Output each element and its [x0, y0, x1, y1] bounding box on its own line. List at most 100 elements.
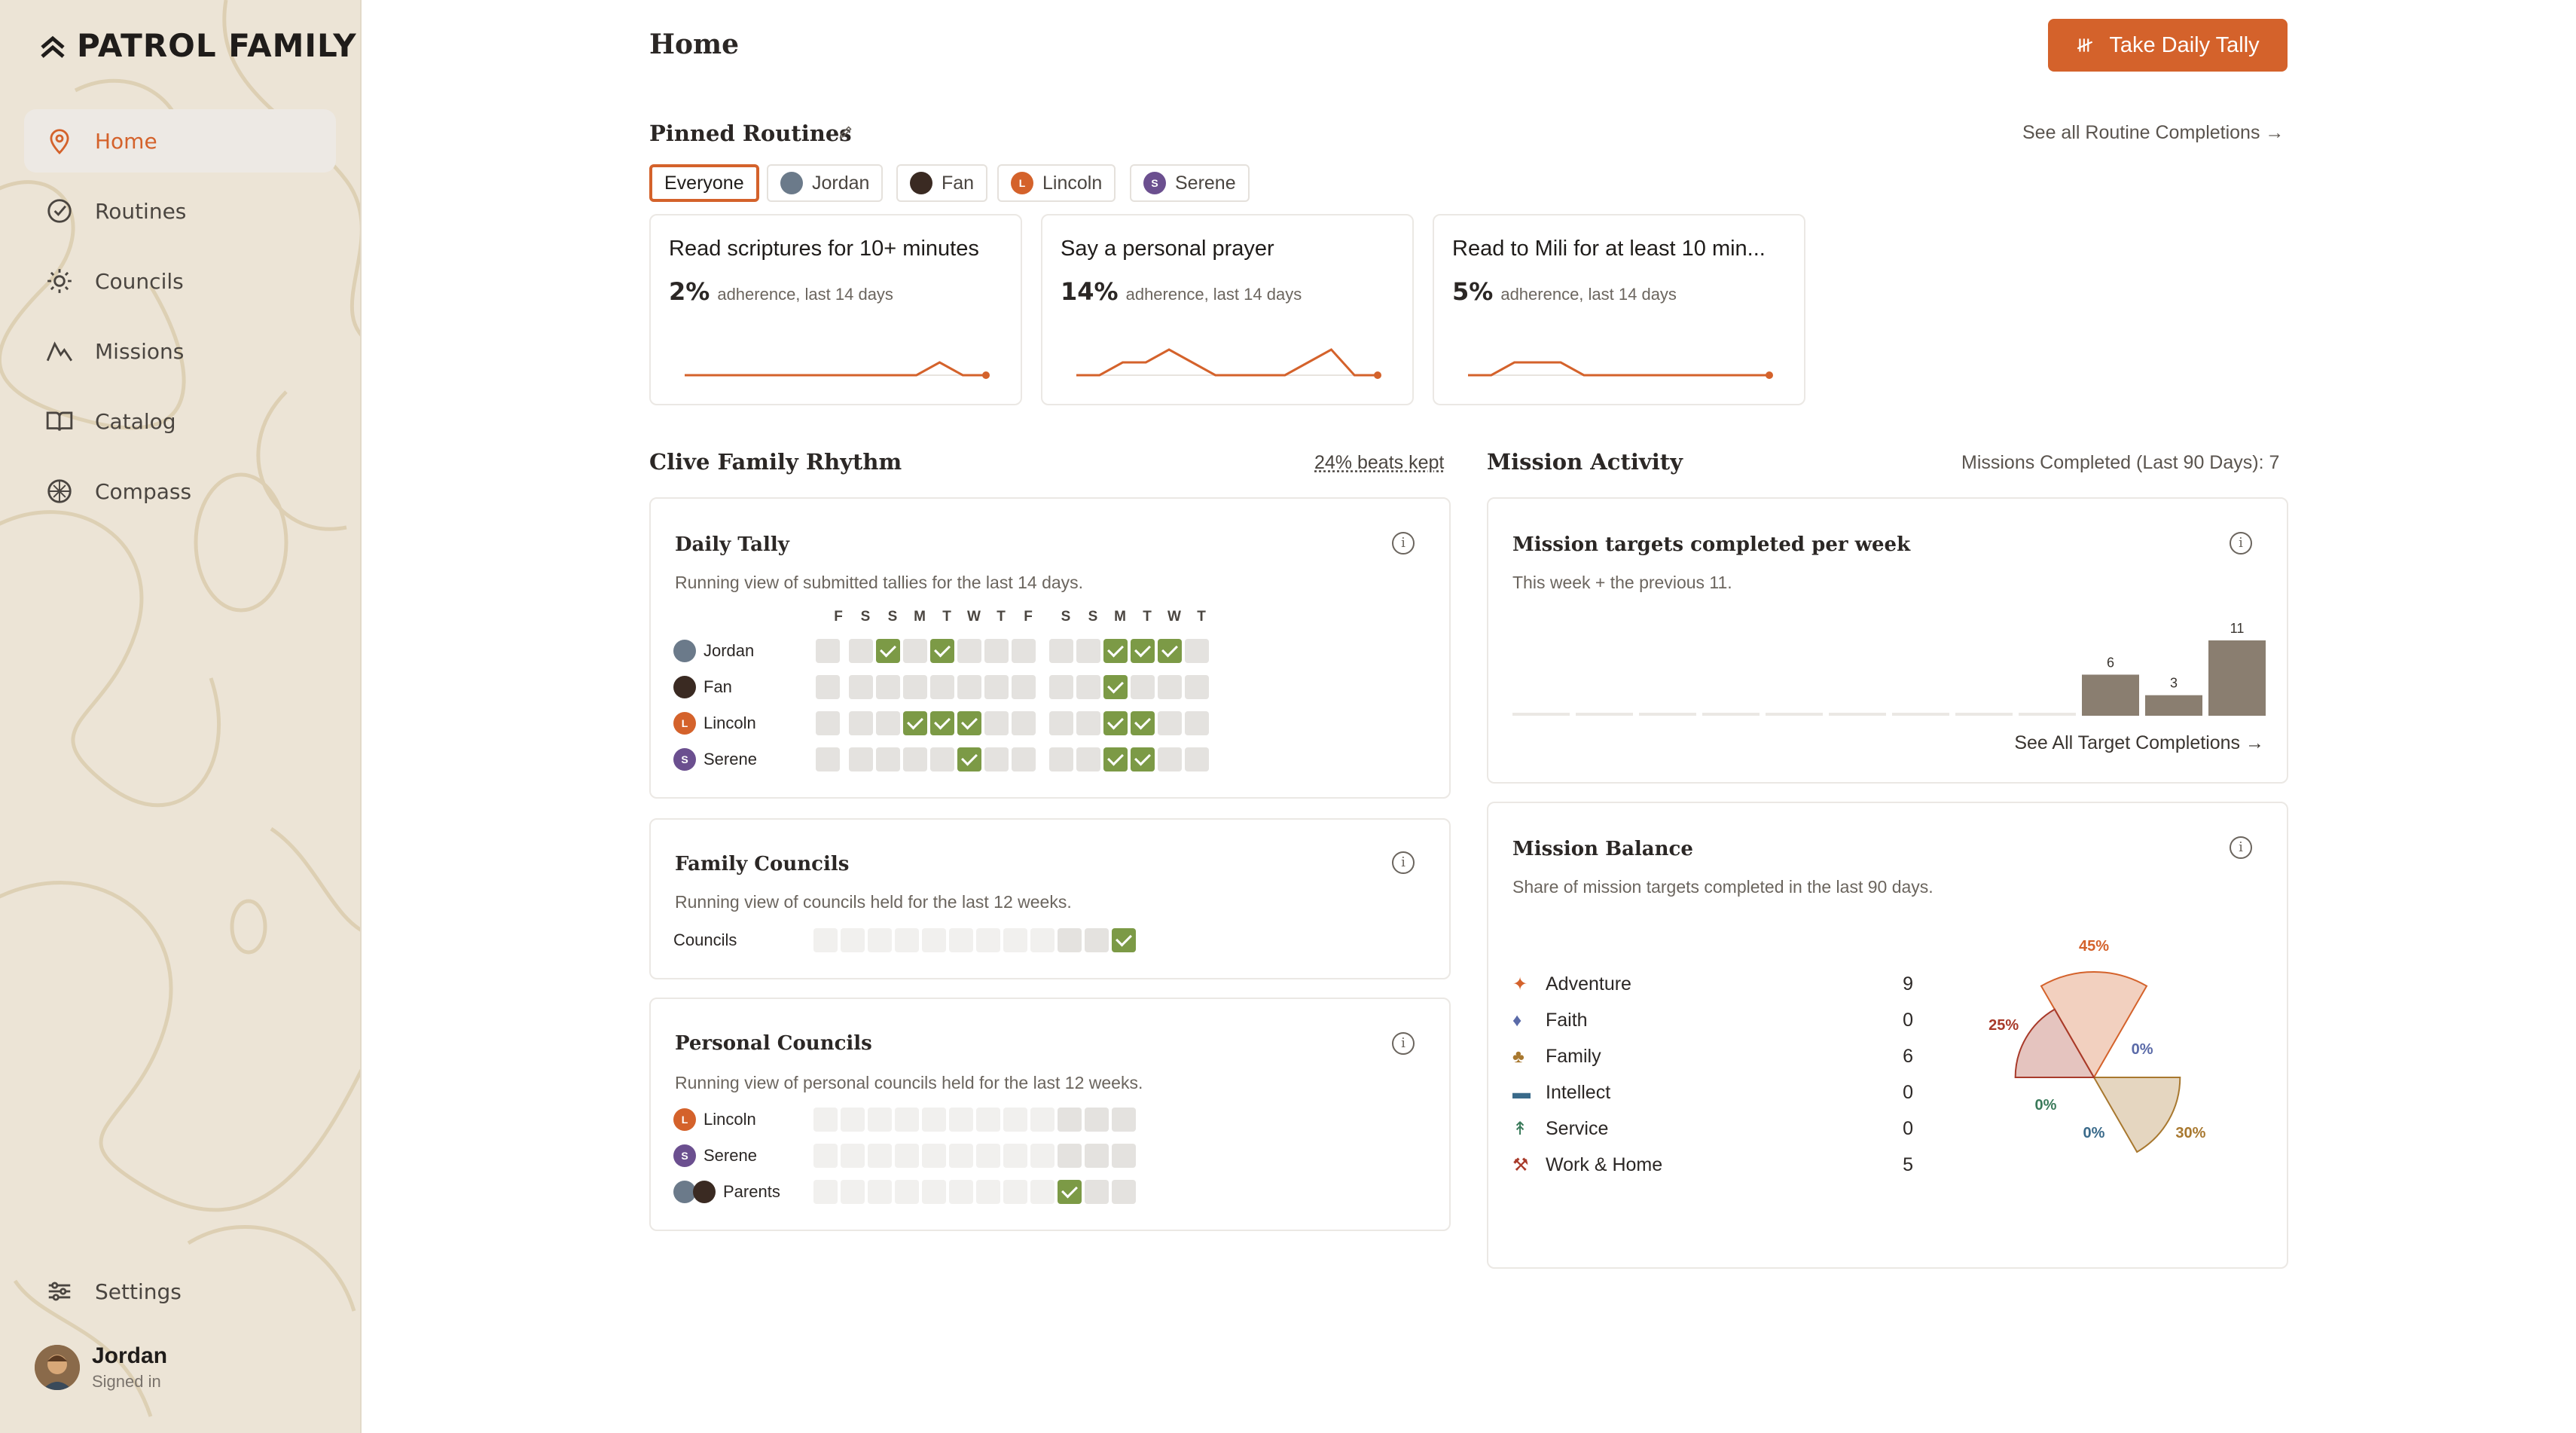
council-cell[interactable] — [841, 1180, 865, 1204]
tally-cell[interactable] — [1131, 675, 1155, 699]
nav-item-routines[interactable]: Routines — [24, 179, 336, 243]
council-cell[interactable] — [1085, 1180, 1109, 1204]
bar[interactable] — [2082, 674, 2139, 716]
council-cell[interactable] — [1030, 1144, 1055, 1168]
council-cell[interactable] — [1058, 928, 1082, 952]
tally-cell[interactable] — [1076, 747, 1100, 771]
tally-cell[interactable] — [1103, 675, 1128, 699]
council-cell[interactable] — [1112, 1144, 1136, 1168]
tally-cell[interactable] — [1131, 639, 1155, 663]
routine-card[interactable]: Read to Mili for at least 10 min... 5% ad… — [1433, 214, 1805, 405]
tally-cell[interactable] — [876, 747, 900, 771]
council-cell[interactable] — [868, 1180, 892, 1204]
filter-chip-lincoln[interactable]: L Lincoln — [997, 164, 1116, 202]
council-cell[interactable] — [813, 1108, 838, 1132]
tally-cell[interactable] — [1185, 747, 1209, 771]
user-profile[interactable]: Jordan Signed in — [35, 1343, 167, 1392]
tally-cell[interactable] — [1049, 711, 1073, 735]
tally-cell[interactable] — [849, 675, 873, 699]
council-cell[interactable] — [949, 1144, 973, 1168]
council-cell[interactable] — [949, 1180, 973, 1204]
tally-cell[interactable] — [1131, 711, 1155, 735]
nav-item-councils[interactable]: Councils — [24, 249, 336, 313]
tally-cell[interactable] — [1185, 675, 1209, 699]
nav-item-compass[interactable]: Compass — [24, 460, 336, 523]
council-cell[interactable] — [949, 1108, 973, 1132]
brand-logo[interactable]: PATROL FAMILY — [39, 27, 357, 64]
tally-cell[interactable] — [876, 639, 900, 663]
council-cell[interactable] — [813, 928, 838, 952]
pie-slice[interactable] — [2092, 1077, 2181, 1153]
council-cell[interactable] — [922, 928, 946, 952]
tally-cell[interactable] — [1049, 675, 1073, 699]
nav-item-catalog[interactable]: Catalog — [24, 390, 336, 453]
council-cell[interactable] — [895, 1108, 919, 1132]
tally-cell[interactable] — [1158, 711, 1182, 735]
tally-cell[interactable] — [984, 675, 1009, 699]
tally-cell[interactable] — [1158, 747, 1182, 771]
routine-card[interactable]: Say a personal prayer 14% adherence, last… — [1041, 214, 1414, 405]
tally-cell[interactable] — [816, 639, 840, 663]
tally-cell[interactable] — [903, 711, 927, 735]
tally-cell[interactable] — [1076, 675, 1100, 699]
beats-kept-link[interactable]: 24% beats kept — [1314, 452, 1445, 473]
council-cell[interactable] — [895, 1144, 919, 1168]
tally-cell[interactable] — [930, 639, 954, 663]
tally-cell[interactable] — [816, 747, 840, 771]
tally-cell[interactable] — [1185, 639, 1209, 663]
tally-cell[interactable] — [1012, 675, 1036, 699]
council-cell[interactable] — [922, 1108, 946, 1132]
tally-cell[interactable] — [984, 711, 1009, 735]
pie-slice[interactable] — [2014, 1008, 2095, 1078]
tally-cell[interactable] — [957, 711, 981, 735]
tally-cell[interactable] — [849, 639, 873, 663]
council-cell[interactable] — [1085, 1144, 1109, 1168]
council-cell[interactable] — [1003, 1180, 1027, 1204]
tally-cell[interactable] — [903, 675, 927, 699]
tally-cell[interactable] — [1012, 711, 1036, 735]
council-cell[interactable] — [841, 1108, 865, 1132]
tally-cell[interactable] — [1158, 639, 1182, 663]
bar[interactable] — [2208, 640, 2266, 716]
tally-cell[interactable] — [1185, 711, 1209, 735]
tally-cell[interactable] — [849, 711, 873, 735]
council-cell[interactable] — [895, 928, 919, 952]
see-all-routine-completions-link[interactable]: See all Routine Completions → — [2022, 122, 2285, 143]
tally-cell[interactable] — [984, 747, 1009, 771]
info-icon[interactable]: i — [1392, 1032, 1415, 1055]
tally-cell[interactable] — [930, 675, 954, 699]
council-cell[interactable] — [895, 1180, 919, 1204]
tally-cell[interactable] — [957, 639, 981, 663]
nav-item-home[interactable]: Home — [24, 109, 336, 173]
council-cell[interactable] — [1003, 1108, 1027, 1132]
council-cell[interactable] — [868, 1108, 892, 1132]
council-cell[interactable] — [1003, 1144, 1027, 1168]
tally-cell[interactable] — [816, 675, 840, 699]
tally-cell[interactable] — [930, 747, 954, 771]
council-cell[interactable] — [976, 1108, 1000, 1132]
info-icon[interactable]: i — [2230, 836, 2252, 859]
info-icon[interactable]: i — [1392, 532, 1415, 555]
council-cell[interactable] — [1030, 1180, 1055, 1204]
council-cell[interactable] — [1058, 1144, 1082, 1168]
see-all-target-completions-link[interactable]: See All Target Completions → — [2014, 732, 2264, 753]
council-cell[interactable] — [1085, 928, 1109, 952]
tally-cell[interactable] — [903, 747, 927, 771]
tally-cell[interactable] — [1158, 675, 1182, 699]
council-cell[interactable] — [1058, 1180, 1082, 1204]
council-cell[interactable] — [1085, 1108, 1109, 1132]
council-cell[interactable] — [868, 928, 892, 952]
council-cell[interactable] — [841, 928, 865, 952]
tally-cell[interactable] — [1131, 747, 1155, 771]
bar[interactable] — [2145, 695, 2202, 716]
tally-cell[interactable] — [957, 747, 981, 771]
tally-cell[interactable] — [903, 639, 927, 663]
council-cell[interactable] — [1112, 1180, 1136, 1204]
council-cell[interactable] — [1030, 1108, 1055, 1132]
council-cell[interactable] — [1030, 928, 1055, 952]
tally-cell[interactable] — [849, 747, 873, 771]
info-icon[interactable]: i — [1392, 851, 1415, 874]
council-cell[interactable] — [1058, 1108, 1082, 1132]
tally-cell[interactable] — [930, 711, 954, 735]
tally-cell[interactable] — [1103, 747, 1128, 771]
